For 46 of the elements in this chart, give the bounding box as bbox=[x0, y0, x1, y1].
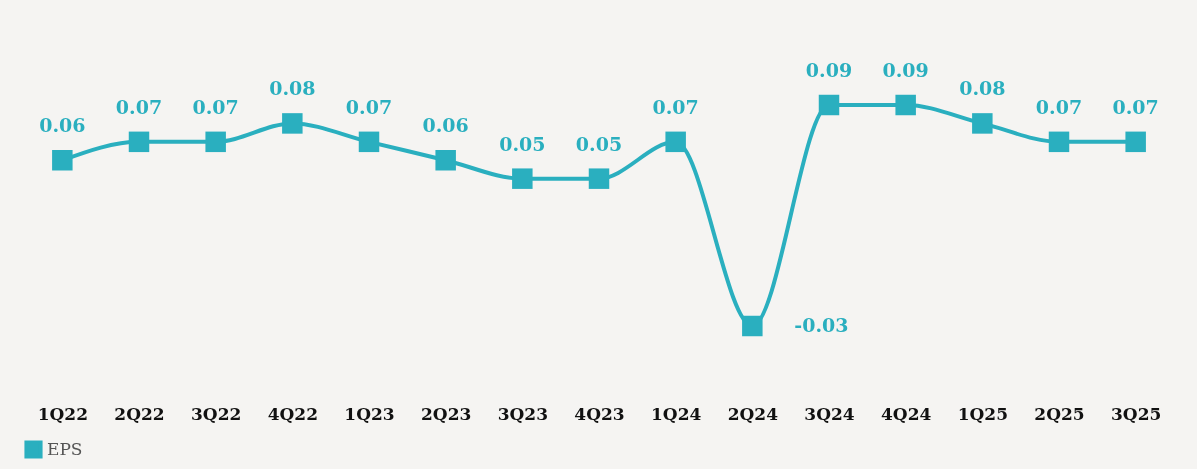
point bbox=[972, 113, 993, 134]
data-label: 0.07 bbox=[1112, 95, 1159, 118]
point bbox=[1048, 131, 1070, 153]
x-tick-label: 1Q22 bbox=[37, 403, 88, 424]
data-label: 0.09 bbox=[805, 59, 853, 81]
x-tick-label: 3Q25 bbox=[1111, 403, 1162, 424]
data-label: 0.07 bbox=[192, 95, 239, 118]
point bbox=[588, 168, 610, 189]
point bbox=[895, 94, 916, 116]
x-tick-label: 4Q23 bbox=[574, 403, 625, 424]
data-label: 0.08 bbox=[959, 77, 1006, 100]
x-tick-label: 3Q24 bbox=[804, 403, 855, 424]
point bbox=[512, 168, 533, 189]
data-label: 0.07 bbox=[345, 95, 393, 118]
x-tick-label: 1Q25 bbox=[957, 403, 1008, 424]
point bbox=[52, 150, 73, 171]
point bbox=[742, 315, 763, 337]
x-tick-label: 4Q22 bbox=[267, 403, 318, 424]
point bbox=[128, 131, 150, 153]
x-tick-label: 2Q22 bbox=[114, 403, 165, 424]
data-label: 0.06 bbox=[39, 114, 86, 137]
data-label: 0.07 bbox=[652, 95, 699, 118]
point bbox=[435, 150, 456, 171]
x-tick-label: 4Q24 bbox=[881, 403, 932, 424]
data-label: 0.09 bbox=[882, 59, 929, 81]
point bbox=[358, 131, 380, 153]
point bbox=[282, 113, 303, 134]
point bbox=[818, 94, 840, 116]
point bbox=[665, 131, 686, 153]
data-label: 0.07 bbox=[1035, 95, 1083, 118]
point bbox=[1125, 131, 1146, 153]
data-label: 0.08 bbox=[269, 77, 316, 100]
data-label: 0.05 bbox=[575, 132, 623, 155]
point bbox=[205, 131, 226, 153]
x-tick-label: 2Q23 bbox=[421, 403, 472, 424]
data-label: 0.07 bbox=[115, 95, 163, 118]
data-label: -0.03 bbox=[794, 314, 849, 336]
data-label: 0.05 bbox=[499, 132, 546, 155]
legend-label: EPS bbox=[47, 438, 83, 459]
x-tick-label: 3Q23 bbox=[497, 403, 548, 424]
x-tick-label: 3Q22 bbox=[191, 403, 242, 424]
x-tick-label: 2Q24 bbox=[727, 403, 779, 424]
x-tick-label: 1Q24 bbox=[651, 403, 702, 424]
x-tick-label: 2Q25 bbox=[1034, 403, 1085, 424]
x-tick-label: 1Q23 bbox=[344, 403, 395, 424]
data-label: 0.06 bbox=[422, 114, 469, 137]
